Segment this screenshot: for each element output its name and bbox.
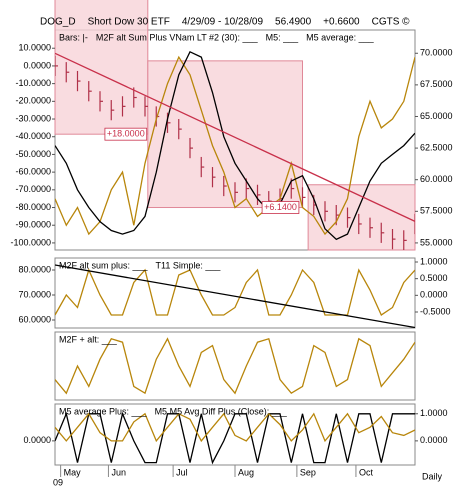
y2-tick-label: 60.0000 (420, 174, 453, 184)
box-label-bg (261, 201, 300, 214)
plot-area (55, 337, 415, 395)
legend-entry: M2F alt sum plus: ___ (59, 260, 149, 270)
y2-tick-label: 0.5000 (420, 273, 448, 283)
legend-entry: M2F alt Sum Plus VNam LT #2 (30): ___ (96, 32, 259, 42)
y-tick-label: -20.0000 (15, 96, 51, 106)
series-line (55, 50, 415, 241)
x-tick-label: Aug (238, 467, 254, 477)
y-tick-label: -100.0000 (10, 237, 51, 247)
y-tick-label: -70.0000 (15, 184, 51, 194)
y-tick-label: -50.0000 (15, 149, 51, 159)
y2-tick-label: 62.5000 (420, 142, 453, 152)
x-tick-label: Jun (111, 467, 126, 477)
header-text: DOG_D (40, 17, 76, 28)
y-tick-label: -40.0000 (15, 131, 51, 141)
y2-tick-label: -0.5000 (420, 306, 451, 316)
range-box (54, 0, 149, 135)
y-tick-label: 60.0000 (18, 314, 51, 324)
y-tick-label: -60.0000 (15, 166, 51, 176)
y2-tick-label: 57.5000 (420, 206, 453, 216)
box-label: +6.1400 (264, 202, 297, 212)
header-text: Short Dow 30 ETF (88, 17, 170, 28)
x-year-label: 09 (53, 477, 63, 487)
header-text: CGTS © (372, 17, 411, 28)
y-tick-label: -80.0000 (15, 202, 51, 212)
interval-label: Daily (422, 471, 443, 481)
y-tick-label: 0.0000 (23, 60, 51, 70)
box-label-bg (104, 127, 148, 141)
trend-line (55, 264, 415, 328)
legend-entry: M5 M5 Avg Diff Plus (Close): ___ (155, 406, 288, 416)
y2-tick-label: 67.5000 (420, 79, 453, 89)
series-line (55, 412, 415, 443)
y2-tick-label: 0.0000 (420, 435, 448, 445)
legend-entry: T11 Simple: ___ (156, 260, 222, 270)
box-label: +18.0000 (107, 129, 145, 139)
header-text: +0.6600 (323, 17, 360, 28)
series-line (55, 268, 415, 316)
y-tick-label: -90.0000 (15, 220, 51, 230)
y-tick-label: 70.0000 (18, 289, 51, 299)
y2-tick-label: 0.0000 (420, 290, 448, 300)
range-box (147, 60, 303, 209)
y2-tick-label: 55.0000 (420, 237, 453, 247)
y2-tick-label: 1.0000 (420, 408, 448, 418)
x-tick-label: May (64, 467, 82, 477)
y2-tick-label: 70.0000 (420, 48, 453, 58)
legend-entry: M2F + alt: ___ (59, 334, 118, 344)
y-tick-label: -30.0000 (15, 113, 51, 123)
y-tick-label: -10.0000 (15, 78, 51, 88)
plot-area (55, 264, 415, 328)
y-tick-label: 0.0000 (23, 435, 51, 445)
plot-area (55, 411, 415, 465)
legend-entry: M5 average Plus: ___ (59, 406, 148, 416)
panel-frame (54, 257, 416, 329)
x-tick-label: Oct (359, 467, 374, 477)
series-line (55, 411, 415, 465)
range-box (307, 184, 416, 251)
x-tick-label: Jul (176, 467, 188, 477)
y2-tick-label: 1.0000 (420, 256, 448, 266)
legend-entry: Bars: |- (59, 32, 88, 42)
header-text: 56.4900 (275, 17, 312, 28)
header-text: 4/29/09 - 10/28/09 (182, 17, 264, 28)
legend-entry: M5 average: ___ (306, 32, 375, 42)
x-tick-label: Sep (300, 467, 316, 477)
series-line (55, 337, 415, 395)
panel-frame (54, 331, 416, 401)
y-tick-label: 80.0000 (18, 264, 51, 274)
legend-entry: M5: ___ (266, 32, 300, 42)
series-line (55, 55, 415, 236)
trend-line (55, 52, 415, 222)
y2-tick-label: 65.0000 (420, 111, 453, 121)
y-tick-label: 10.0000 (18, 43, 51, 53)
